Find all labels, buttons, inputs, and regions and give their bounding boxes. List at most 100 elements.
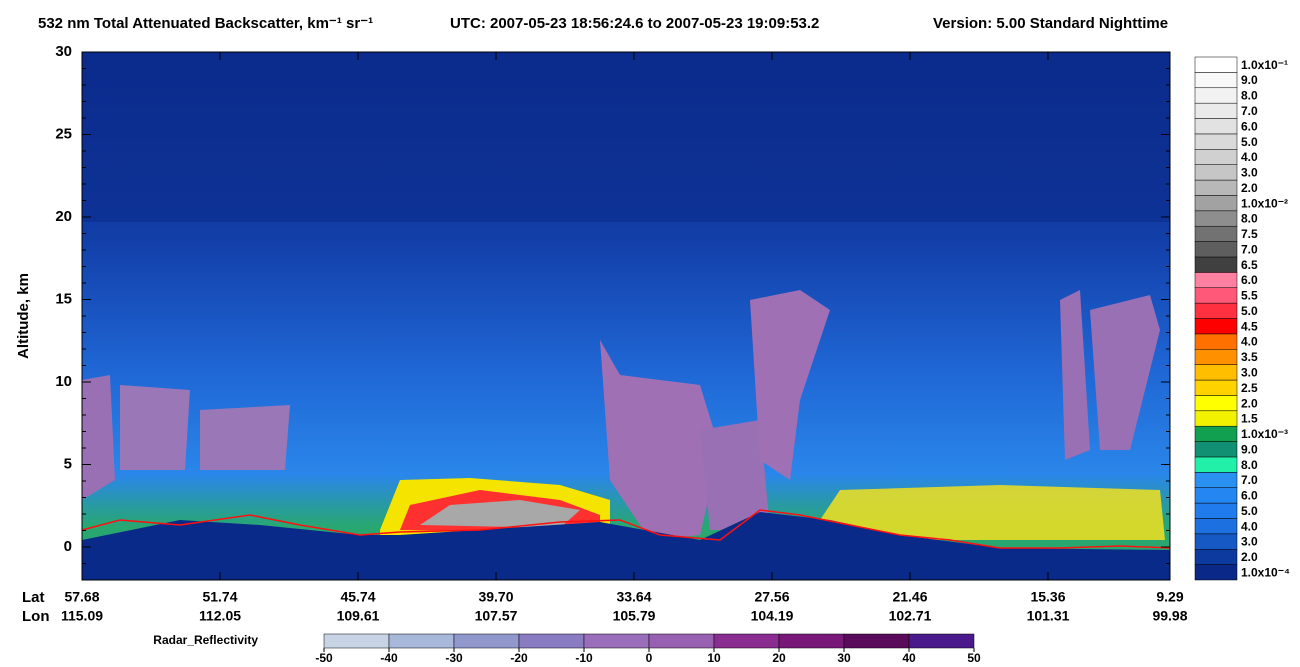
colorbar-swatch xyxy=(1194,472,1238,488)
y-tick-label: 25 xyxy=(55,125,72,142)
y-tick-label: 30 xyxy=(55,43,72,60)
radar-tick-label: 30 xyxy=(837,651,851,665)
colorbar-swatch xyxy=(1194,164,1238,181)
radar-swatch xyxy=(908,633,975,649)
colorbar-label: 8.0 xyxy=(1241,212,1258,226)
lat-tick-label: 27.56 xyxy=(754,589,789,605)
lat-tick-label: 57.68 xyxy=(64,589,99,605)
lat-tick-label: 51.74 xyxy=(202,589,237,605)
radar-tick-label: 40 xyxy=(902,651,916,665)
colorbar-swatch xyxy=(1194,225,1238,242)
colorbar-swatch xyxy=(1194,210,1238,227)
radar-label: Radar_Reflectivity xyxy=(153,633,258,647)
colorbar-swatch xyxy=(1194,333,1238,350)
colorbar-swatch xyxy=(1194,364,1238,381)
colorbar-label: 7.5 xyxy=(1241,227,1258,241)
lon-tick-label: 102.71 xyxy=(889,608,932,624)
colorbar-label: 9.0 xyxy=(1241,73,1258,87)
colorbar-swatch xyxy=(1194,302,1238,319)
radar-swatch xyxy=(713,633,780,649)
lon-tick-label: 107.57 xyxy=(475,608,518,624)
colorbar-label: 2.0 xyxy=(1241,396,1258,410)
colorbar-swatch xyxy=(1194,256,1238,273)
colorbar-swatch xyxy=(1194,241,1238,258)
colorbar-label: 2.0 xyxy=(1241,181,1258,195)
radar-tick-label: 0 xyxy=(646,651,653,665)
colorbar-swatch xyxy=(1194,518,1238,535)
chart-title: 532 nm Total Attenuated Backscatter, km⁻… xyxy=(38,15,373,32)
colorbar-swatch xyxy=(1194,456,1238,473)
radar-tick-label: 10 xyxy=(707,651,721,665)
colorbar-label: 2.5 xyxy=(1241,381,1258,395)
colorbar-swatch xyxy=(1194,548,1238,565)
colorbar-label: 3.0 xyxy=(1241,366,1258,380)
lat-label: Lat xyxy=(22,589,45,606)
colorbar-label: 5.0 xyxy=(1241,504,1258,518)
y-tick-label: 0 xyxy=(64,538,72,555)
y-tick-label: 5 xyxy=(64,455,72,472)
radar-tick-label: -10 xyxy=(575,651,593,665)
colorbar-swatch xyxy=(1194,287,1238,304)
colorbar-swatch xyxy=(1194,425,1238,442)
lat-tick-label: 15.36 xyxy=(1030,589,1065,605)
colorbar-swatch xyxy=(1194,149,1238,165)
colorbar-swatch xyxy=(1194,195,1238,212)
colorbar-swatch xyxy=(1194,87,1238,104)
colorbar-swatch xyxy=(1194,179,1238,196)
colorbar-swatch xyxy=(1194,533,1238,550)
colorbar-label: 4.5 xyxy=(1241,319,1258,333)
colorbar-swatch xyxy=(1194,56,1238,73)
colorbar-label: 4.0 xyxy=(1241,519,1258,533)
radar-tick-label: -20 xyxy=(510,651,528,665)
colorbar-label: 5.0 xyxy=(1241,304,1258,318)
colorbar-label: 4.0 xyxy=(1241,150,1258,164)
radar-swatch xyxy=(843,633,910,649)
colorbar-label: 4.0 xyxy=(1241,335,1258,349)
colorbar-swatch xyxy=(1194,395,1238,412)
colorbar-label: 3.0 xyxy=(1241,166,1258,180)
colorbar-label: 1.5 xyxy=(1241,412,1258,426)
colorbar-label: 3.0 xyxy=(1241,535,1258,549)
colorbar-label: 8.0 xyxy=(1241,89,1258,103)
colorbar-label: 9.0 xyxy=(1241,442,1258,456)
radar-swatch xyxy=(453,633,520,649)
colorbar-label: 7.0 xyxy=(1241,104,1258,118)
y-axis-label: Altitude, km xyxy=(15,273,32,359)
colorbar-label: 1.0x10⁻² xyxy=(1241,196,1288,210)
lat-tick-label: 39.70 xyxy=(478,589,513,605)
radar-tick-label: -30 xyxy=(445,651,463,665)
colorbar-label: 5.5 xyxy=(1241,289,1258,303)
radar-tick-label: 50 xyxy=(967,651,981,665)
colorbar-label: 8.0 xyxy=(1241,458,1258,472)
radar-swatch xyxy=(648,633,715,649)
radar-tick-label: -40 xyxy=(380,651,398,665)
radar-swatch xyxy=(518,633,585,649)
radar-tick-label: -50 xyxy=(315,651,333,665)
lat-tick-label: 21.46 xyxy=(892,589,927,605)
lon-label: Lon xyxy=(22,608,50,625)
colorbar-swatch xyxy=(1194,564,1238,581)
colorbar-label: 6.0 xyxy=(1241,119,1258,133)
colorbar-label: 5.0 xyxy=(1241,135,1258,149)
colorbar-label: 6.0 xyxy=(1241,489,1258,503)
colorbar-swatch xyxy=(1194,441,1238,458)
radar-swatch xyxy=(388,633,455,649)
y-tick-label: 20 xyxy=(55,208,72,225)
lon-tick-label: 109.61 xyxy=(337,608,380,624)
colorbar-swatch xyxy=(1194,72,1238,89)
backscatter-image xyxy=(81,52,1171,580)
colorbar-label: 1.0x10⁻⁴ xyxy=(1241,565,1290,579)
radar-swatch xyxy=(778,633,845,649)
radar-tick-label: 20 xyxy=(772,651,786,665)
colorbar-swatch xyxy=(1194,410,1238,427)
y-tick-label: 15 xyxy=(55,290,72,307)
colorbar-label: 3.5 xyxy=(1241,350,1258,364)
lat-tick-label: 33.64 xyxy=(616,589,651,605)
lon-tick-label: 101.31 xyxy=(1027,608,1070,624)
colorbar-swatch xyxy=(1194,118,1238,135)
lat-tick-label: 45.74 xyxy=(340,589,375,605)
radar-swatch xyxy=(323,633,390,649)
colorbar-swatch xyxy=(1194,318,1238,335)
lat-tick-label: 9.29 xyxy=(1156,589,1183,605)
